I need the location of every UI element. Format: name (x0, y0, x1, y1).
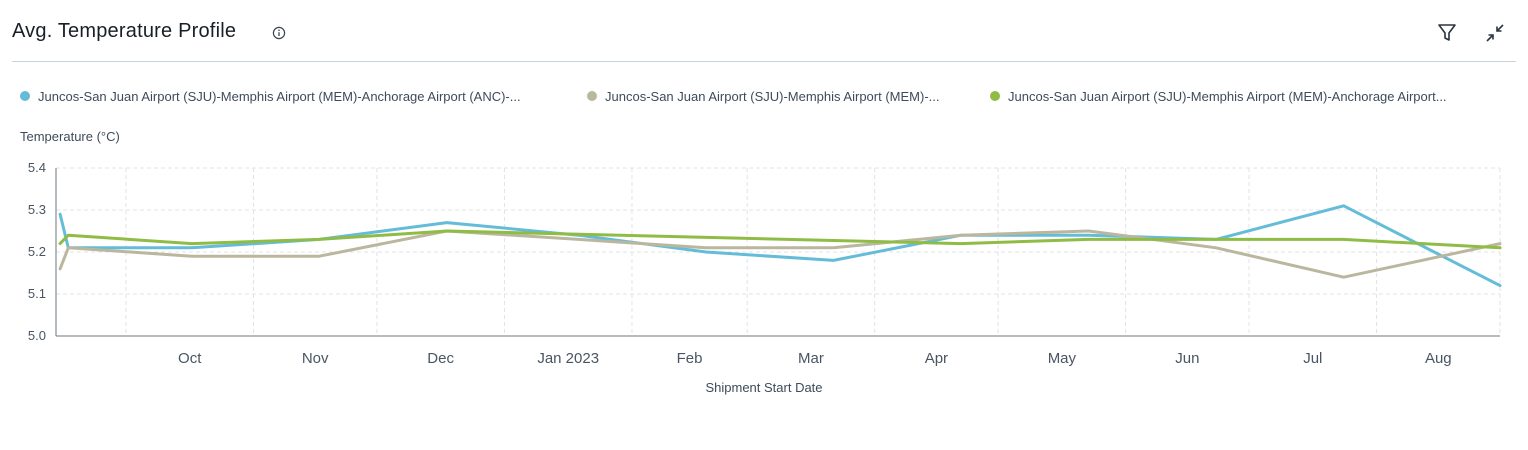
chart-legend: Juncos-San Juan Airport (SJU)-Memphis Ai… (0, 86, 1528, 106)
collapse-icon[interactable] (1484, 22, 1506, 44)
y-tick-labels: 5.0 5.1 5.2 5.3 5.4 (28, 160, 46, 343)
x-tick-label: Aug (1425, 350, 1452, 367)
x-tick-label: Jun (1175, 350, 1199, 367)
x-tick-labels: Oct Nov Dec Jan 2023 Feb Mar Apr May Jun Jul Aug (178, 350, 1452, 367)
info-icon[interactable] (272, 26, 286, 40)
x-tick-label: Oct (178, 350, 202, 367)
x-tick-label: Feb (677, 350, 703, 367)
legend-item[interactable]: Juncos-San Juan Airport (SJU)-Memphis Ai… (990, 86, 1490, 106)
legend-label: Juncos-San Juan Airport (SJU)-Memphis Ai… (1008, 88, 1447, 104)
legend-label: Juncos-San Juan Airport (SJU)-Memphis Ai… (605, 88, 940, 104)
line-chart: 5.0 5.1 5.2 5.3 5.4 Oct Nov Dec Jan 2023 Feb Mar A… (28, 160, 1502, 367)
x-tick-label: May (1048, 350, 1077, 367)
legend-marker (587, 91, 597, 101)
x-tick-label: Jul (1303, 350, 1322, 367)
y-tick-label: 5.3 (28, 202, 46, 217)
x-tick-label: Nov (302, 350, 329, 367)
legend-marker (20, 91, 30, 101)
series-line (58, 204, 1502, 288)
series-lines (58, 204, 1502, 288)
y-axis-label: Temperature (°C) (20, 129, 120, 144)
x-tick-label: Mar (798, 350, 824, 367)
x-tick-label: Jan 2023 (537, 350, 599, 367)
grid-lines (56, 167, 1501, 337)
x-tick-label: Apr (925, 350, 948, 367)
chart-header: Avg. Temperature Profile (0, 0, 1528, 62)
filter-icon[interactable] (1436, 22, 1458, 44)
y-tick-label: 5.2 (28, 244, 46, 259)
y-tick-label: 5.0 (28, 328, 46, 343)
legend-item[interactable]: Juncos-San Juan Airport (SJU)-Memphis Ai… (587, 86, 967, 106)
y-tick-label: 5.1 (28, 286, 46, 301)
legend-label: Juncos-San Juan Airport (SJU)-Memphis Ai… (38, 88, 521, 104)
x-tick-label: Dec (427, 350, 454, 367)
header-divider (12, 61, 1516, 62)
x-axis-label: Shipment Start Date (705, 380, 823, 395)
series-line (58, 229, 1502, 250)
series-line (58, 229, 1502, 279)
y-tick-label: 5.4 (28, 160, 46, 175)
legend-item[interactable]: Juncos-San Juan Airport (SJU)-Memphis Ai… (20, 86, 565, 106)
chart-title: Avg. Temperature Profile (12, 20, 237, 42)
legend-marker (990, 91, 1000, 101)
